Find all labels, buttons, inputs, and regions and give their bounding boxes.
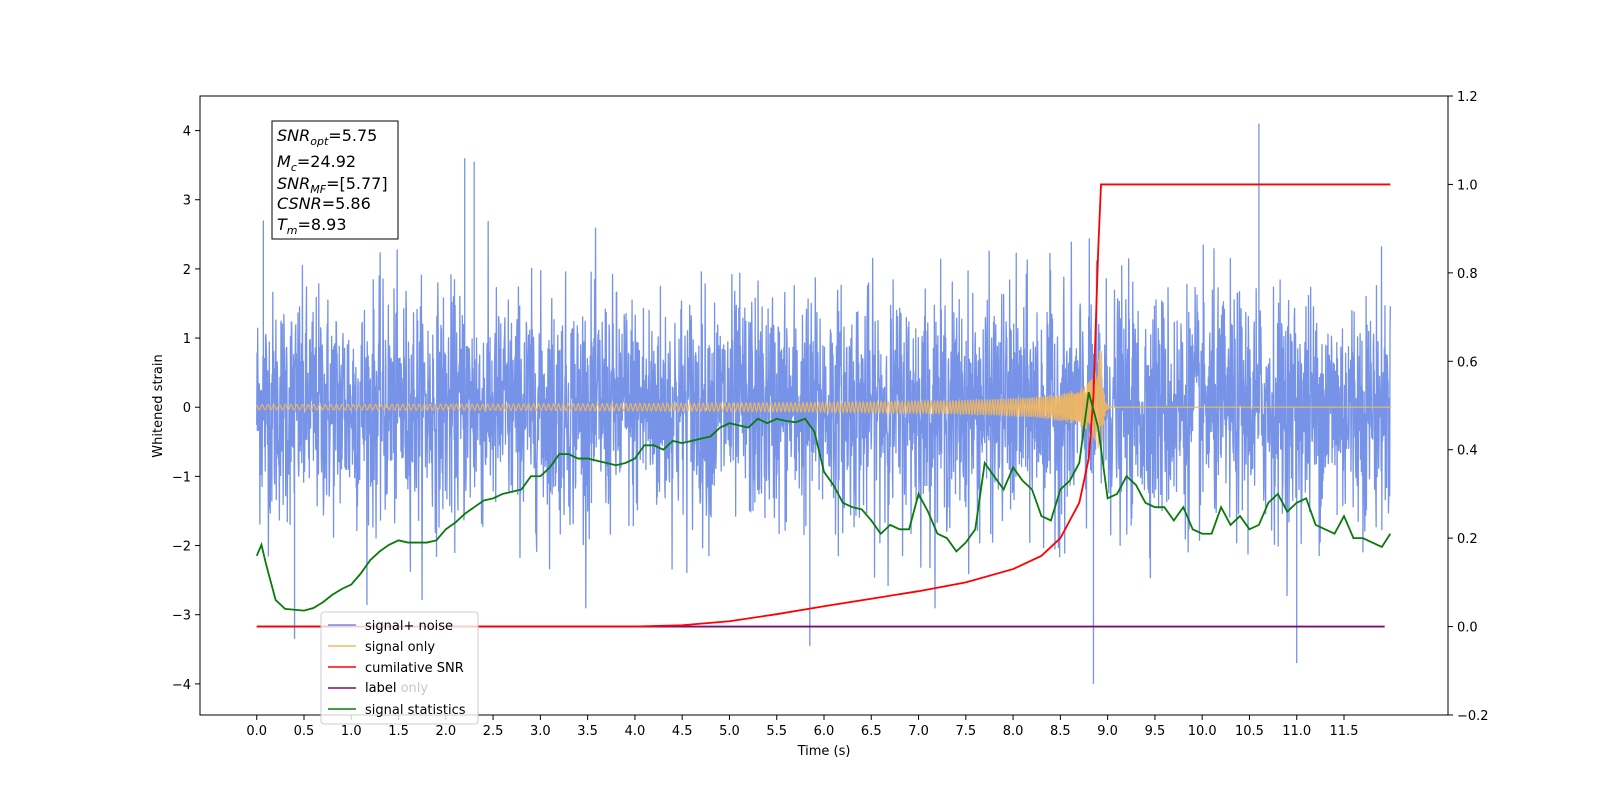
series-signal-statistics-line (255, 392, 1392, 612)
y-left-tick-label: −2 (172, 540, 191, 555)
series-signal-noise-line (256, 123, 1391, 684)
x-tick-label: 10.5 (1235, 724, 1264, 739)
y-axis-label: Whitened strain (151, 354, 166, 457)
series-cumulative-snr-line (256, 183, 1391, 628)
legend-label-label-only-ghost: label only (365, 681, 428, 696)
stats-tm: Tm=8.93 (277, 215, 347, 237)
legend-label-signal-only: signal only (365, 640, 435, 655)
x-tick-label: 2.5 (483, 724, 504, 739)
x-tick-label: 4.0 (625, 724, 646, 739)
y-left-tick-label: 1 (183, 332, 191, 347)
y-right-tick-label: 0.6 (1457, 355, 1478, 370)
y-right-tick-label: 1.2 (1457, 90, 1478, 105)
x-tick-label: 7.0 (908, 724, 929, 739)
y-left-tick-label: 2 (183, 263, 191, 278)
x-tick-label: 5.0 (719, 724, 740, 739)
x-tick-label: 9.0 (1097, 724, 1118, 739)
x-tick-label: 10.0 (1188, 724, 1217, 739)
y-axis-right: −0.2 0.0 0.2 0.4 0.6 0.8 1.0 1.2 (1448, 90, 1489, 724)
y-left-tick-label: 3 (183, 194, 191, 209)
x-tick-label: 3.0 (530, 724, 551, 739)
legend-label-cumulative-snr: cumilative SNR (365, 661, 464, 676)
legend: signal+ noise signal only cumilative SNR… (320, 611, 479, 725)
legend-label-signal-noise: signal+ noise (365, 619, 453, 634)
stats-mc: Mc=24.92 (277, 152, 356, 174)
stats-csnr: CSNR=5.86 (277, 194, 371, 213)
x-tick-label: 1.5 (388, 724, 409, 739)
stats-box-frame (271, 120, 399, 240)
x-tick-label: 9.5 (1145, 724, 1166, 739)
stats-snr-mf: SNRMF=[5.77] (277, 174, 388, 196)
x-tick-label: 0.5 (294, 724, 315, 739)
y-left-tick-label: 0 (183, 401, 191, 416)
legend-label-label: label (365, 681, 396, 696)
x-tick-label: 7.5 (955, 724, 976, 739)
y-right-tick-label: 0.2 (1457, 532, 1478, 547)
x-tick-label: 5.5 (766, 724, 787, 739)
stats-box: SNRopt=5.75 Mc=24.92 SNRMF=[5.77] CSNR=5… (271, 120, 399, 240)
x-tick-label: 11.0 (1282, 724, 1311, 739)
x-tick-label: 2.0 (435, 724, 456, 739)
legend-label-signal-statistics: signal statistics (365, 703, 466, 718)
y-right-tick-label: 0.4 (1457, 444, 1478, 459)
y-right-tick-label: −0.2 (1457, 709, 1489, 724)
x-axis: 0.0 0.5 1.0 1.5 2.0 2.5 3.0 3.5 4.0 4.5 5.0 5.5 6.0 6… (246, 715, 1358, 739)
y-left-tick-label: −1 (172, 470, 191, 485)
y-right-tick-label: 1.0 (1457, 178, 1478, 193)
y-left-tick-label: −4 (172, 678, 191, 693)
y-right-tick-label: 0.8 (1457, 267, 1478, 282)
x-tick-label: 8.0 (1003, 724, 1024, 739)
series-layer (255, 123, 1392, 684)
series-signal-only-line (256, 350, 1392, 449)
x-tick-label: 6.5 (861, 724, 882, 739)
x-tick-label: 3.5 (577, 724, 598, 739)
stats-snr-opt: SNRopt=5.75 (277, 126, 377, 148)
y-right-tick-label: 0.0 (1457, 621, 1478, 636)
x-axis-label: Time (s) (797, 744, 851, 759)
x-tick-label: 8.5 (1050, 724, 1071, 739)
x-tick-label: 4.5 (672, 724, 693, 739)
y-left-tick-label: 4 (183, 125, 191, 140)
x-tick-label: 1.0 (341, 724, 362, 739)
x-tick-label: 0.0 (246, 724, 267, 739)
legend-frame (320, 611, 479, 725)
y-left-tick-label: −3 (172, 609, 191, 624)
x-tick-label: 6.0 (814, 724, 835, 739)
x-tick-label: 11.5 (1330, 724, 1359, 739)
y-axis-left: −4 −3 −2 −1 0 1 2 3 4 (172, 125, 200, 693)
